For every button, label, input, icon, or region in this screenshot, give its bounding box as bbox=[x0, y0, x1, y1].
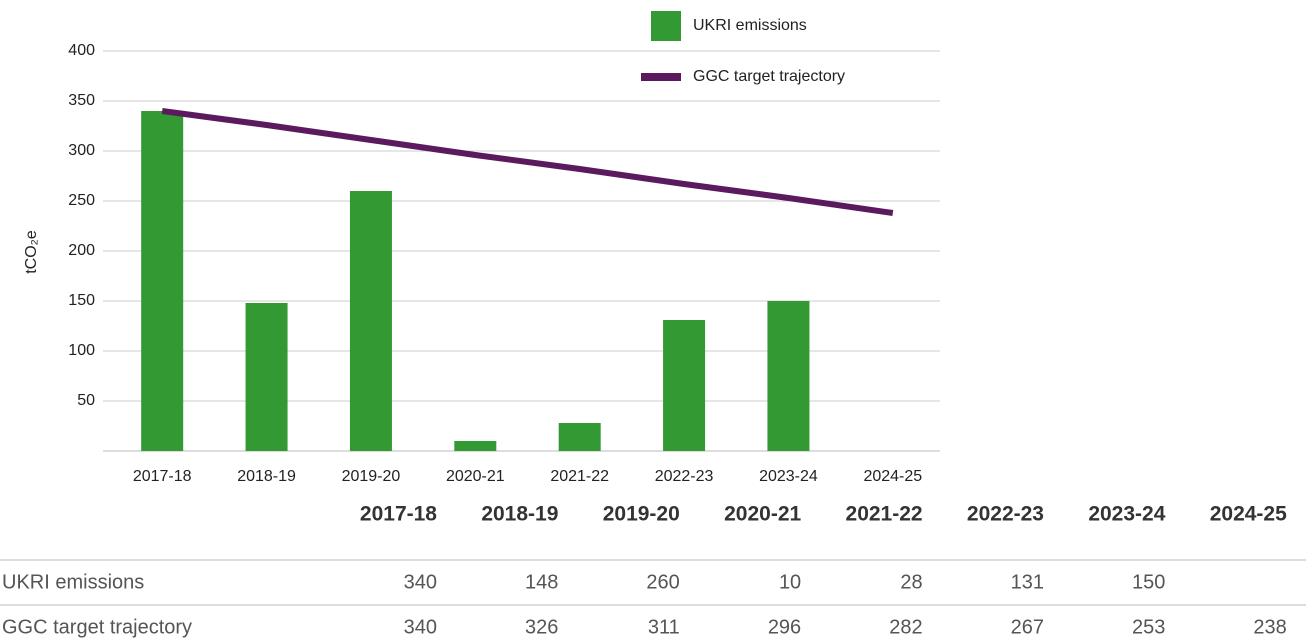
table-header: 2017-18 bbox=[360, 503, 437, 526]
x-tick-label: 2024-25 bbox=[863, 468, 922, 485]
table-cell: 28 bbox=[900, 571, 922, 593]
table-cell: 260 bbox=[646, 571, 679, 593]
table-cell: 296 bbox=[768, 616, 801, 638]
trend-line bbox=[161, 108, 894, 216]
x-tick-label: 2021-22 bbox=[550, 468, 609, 485]
table-header: 2024-25 bbox=[1210, 503, 1287, 526]
table-cell: 326 bbox=[525, 616, 558, 638]
y-tick-label: 300 bbox=[68, 142, 95, 159]
bar bbox=[454, 441, 497, 451]
table-cell: 238 bbox=[1253, 616, 1286, 638]
bar bbox=[349, 191, 392, 451]
table-header: 2021-22 bbox=[846, 503, 923, 526]
table-cell: 282 bbox=[889, 616, 922, 638]
y-tick-label: 250 bbox=[68, 192, 95, 209]
y-axis-label: tCO₂e bbox=[23, 230, 40, 274]
table-cell: 148 bbox=[525, 571, 558, 593]
y-tick-label: 50 bbox=[77, 392, 95, 409]
x-tick-label: 2017-18 bbox=[133, 468, 192, 485]
table-cell: 253 bbox=[1132, 616, 1165, 638]
table-cell: 150 bbox=[1132, 571, 1165, 593]
table-header: 2022-23 bbox=[967, 503, 1044, 526]
y-tick-label: 150 bbox=[68, 292, 95, 309]
legend-swatch bbox=[651, 11, 681, 41]
x-tick-label: 2019-20 bbox=[342, 468, 401, 485]
x-tick-label: 2018-19 bbox=[237, 468, 296, 485]
table-cell: 131 bbox=[1011, 571, 1044, 593]
bar bbox=[663, 320, 706, 451]
table-header: 2020-21 bbox=[724, 503, 801, 526]
table-cell: 340 bbox=[404, 571, 437, 593]
y-tick-label: 350 bbox=[68, 92, 95, 109]
table-row-label: GGC target trajectory bbox=[2, 616, 192, 638]
table-cell: 267 bbox=[1011, 616, 1044, 638]
table-cell: 311 bbox=[648, 616, 680, 638]
table-header: 2023-24 bbox=[1088, 503, 1165, 526]
y-tick-label: 100 bbox=[68, 342, 95, 359]
legend-label: GGC target trajectory bbox=[693, 68, 845, 85]
x-tick-label: 2023-24 bbox=[759, 468, 818, 485]
table-header: 2018-19 bbox=[481, 503, 558, 526]
bar bbox=[767, 301, 810, 451]
bar bbox=[245, 303, 288, 451]
y-tick-label: 400 bbox=[68, 42, 95, 59]
table-cell: 340 bbox=[404, 616, 437, 638]
bar bbox=[141, 111, 184, 451]
x-tick-label: 2022-23 bbox=[655, 468, 714, 485]
x-tick-label: 2020-21 bbox=[446, 468, 505, 485]
y-tick-label: 200 bbox=[68, 242, 95, 259]
table-header: 2019-20 bbox=[603, 503, 680, 526]
bar bbox=[558, 423, 601, 451]
legend-label: UKRI emissions bbox=[693, 17, 807, 34]
table-row-label: UKRI emissions bbox=[2, 571, 144, 593]
table-cell: 10 bbox=[779, 571, 801, 593]
